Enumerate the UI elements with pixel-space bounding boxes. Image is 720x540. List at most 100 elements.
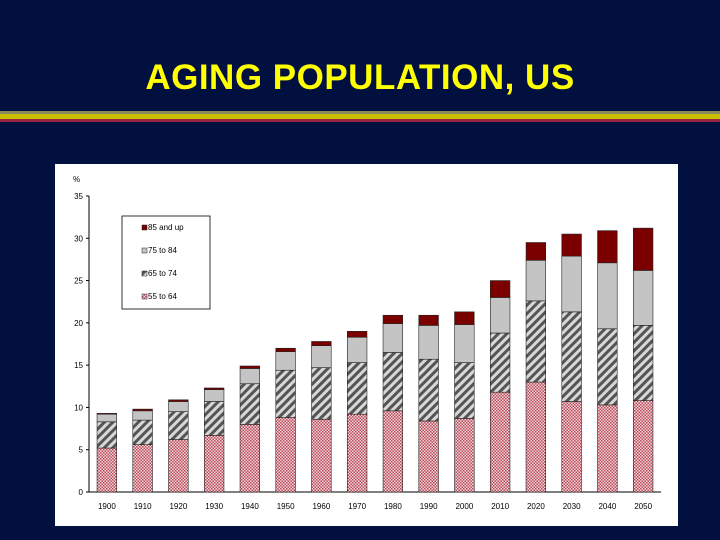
bar-segment-85-and-up <box>96 413 118 415</box>
y-tick-label: 30 <box>74 234 83 243</box>
bar-segment-55-to-64 <box>239 424 261 493</box>
bar-segment-55-to-64 <box>346 413 368 493</box>
bar-segment-75-to-84 <box>239 368 261 385</box>
legend-box <box>121 215 211 310</box>
x-tick-label: 1970 <box>348 502 366 511</box>
legend-swatch-85-and-up <box>141 224 148 231</box>
bar-segment-55-to-64 <box>418 420 439 493</box>
legend: 85 and up 75 to 84 65 to 74 55 to 64 <box>121 215 211 310</box>
x-tick-label: 1980 <box>384 502 402 511</box>
bar-segment-85-and-up <box>561 233 582 257</box>
bar-segment-55-to-64 <box>275 417 296 493</box>
bar-segment-85-and-up <box>168 399 189 402</box>
bar-segment-65-to-74 <box>311 367 332 420</box>
bar-segment-75-to-84 <box>632 270 654 326</box>
bar-segment-75-to-84 <box>489 297 511 334</box>
x-tick-label: 1920 <box>169 502 187 511</box>
bar-segment-55-to-64 <box>561 401 582 493</box>
x-tick-label: 1960 <box>312 502 330 511</box>
bar-segment-65-to-74 <box>132 419 153 445</box>
bar-segment-65-to-74 <box>239 383 261 425</box>
legend-swatch-65-to-74 <box>141 270 148 277</box>
x-tick-label: 1940 <box>241 502 259 511</box>
bar-segment-75-to-84 <box>311 345 332 368</box>
bar-segment-55-to-64 <box>132 444 153 493</box>
x-tick-label: 1900 <box>98 502 116 511</box>
bar-segment-75-to-84 <box>418 325 439 360</box>
x-tick-label: 1910 <box>134 502 152 511</box>
bar-segment-55-to-64 <box>489 391 511 493</box>
stacked-bar-chart: % 0 5 10 15 20 25 30 35 1900 1910 1920 1930 1940 1950 1… <box>73 175 661 511</box>
legend-swatch-75-to-84 <box>141 247 148 254</box>
bar-segment-55-to-64 <box>525 381 547 493</box>
title-underline-top <box>0 111 720 114</box>
bar-segment-75-to-84 <box>454 324 475 363</box>
bar-segment-85-and-up <box>418 314 439 326</box>
legend-label-55-to-64: 55 to 64 <box>148 292 177 301</box>
bar-segment-85-and-up <box>382 314 404 325</box>
x-tick-label: 1950 <box>277 502 295 511</box>
legend-label-65-to-74: 65 to 74 <box>148 269 177 278</box>
bar-segment-85-and-up <box>275 347 296 352</box>
bar-segment-65-to-74 <box>561 311 582 402</box>
bar-segment-75-to-84 <box>96 413 118 423</box>
bar-segment-55-to-64 <box>632 400 654 493</box>
bar-segment-65-to-74 <box>168 411 189 440</box>
bar-segment-85-and-up <box>311 341 332 346</box>
bar-segment-85-and-up <box>489 280 511 298</box>
bar-segment-65-to-74 <box>96 421 118 449</box>
bar-segment-65-to-74 <box>597 328 618 406</box>
x-tick-label: 2040 <box>598 502 616 511</box>
chart-panel: % 0 5 10 15 20 25 30 35 1900 1910 1920 1930 1940 1950 1… <box>55 164 678 526</box>
bar-segment-75-to-84 <box>382 323 404 353</box>
bar-segment-55-to-64 <box>597 404 618 493</box>
bar-segment-65-to-74 <box>382 352 404 412</box>
bar-segment-65-to-74 <box>489 332 511 393</box>
y-tick-label: 10 <box>74 403 83 412</box>
bar-segment-75-to-84 <box>275 351 296 371</box>
bar-segment-85-and-up <box>525 242 547 261</box>
title-underline-bottom <box>0 119 720 122</box>
bar-segment-85-and-up <box>632 227 654 271</box>
bar-segment-55-to-64 <box>168 439 189 493</box>
bar-segment-65-to-74 <box>418 358 439 422</box>
bar-segment-85-and-up <box>239 365 261 369</box>
bar-segment-85-and-up <box>454 311 475 325</box>
x-tick-label: 2030 <box>563 502 581 511</box>
bar-segment-65-to-74 <box>632 325 654 401</box>
y-axis-label: % <box>73 175 80 184</box>
y-tick-label: 5 <box>79 446 84 455</box>
bar-segment-65-to-74 <box>454 362 475 419</box>
bar-segment-75-to-84 <box>346 336 368 363</box>
y-tick-label: 20 <box>74 319 83 328</box>
bar-segment-65-to-74 <box>203 401 225 436</box>
slide-title: AGING POPULATION, US <box>145 58 575 97</box>
bar-segment-75-to-84 <box>168 401 189 412</box>
bar-segment-55-to-64 <box>96 447 118 493</box>
legend-swatch-55-to-64 <box>141 293 148 300</box>
x-tick-label: 2010 <box>491 502 509 511</box>
bar-segment-85-and-up <box>597 230 618 264</box>
bar-segment-55-to-64 <box>454 418 475 493</box>
x-tick-label: 2050 <box>634 502 652 511</box>
x-tick-label: 2020 <box>527 502 545 511</box>
y-tick-label: 35 <box>74 192 83 201</box>
bar-segment-75-to-84 <box>132 410 153 421</box>
bar-segment-75-to-84 <box>203 389 225 402</box>
bar-segment-75-to-84 <box>525 259 547 302</box>
y-tick-label: 0 <box>79 488 84 497</box>
bar-segment-85-and-up <box>346 331 368 338</box>
legend-label-75-to-84: 75 to 84 <box>148 246 177 255</box>
x-tick-label: 1930 <box>205 502 223 511</box>
title-underline-middle <box>0 114 720 119</box>
x-tick-label: 2000 <box>455 502 473 511</box>
bar-segment-85-and-up <box>132 408 153 412</box>
bar-segment-65-to-74 <box>275 369 296 418</box>
x-tick-label: 1990 <box>420 502 438 511</box>
bar-segment-65-to-74 <box>346 362 368 415</box>
y-tick-label: 25 <box>74 277 83 286</box>
bar-segment-85-and-up <box>203 387 225 390</box>
bar-segment-65-to-74 <box>525 300 547 383</box>
bar-segment-55-to-64 <box>311 418 332 493</box>
y-tick-label: 15 <box>74 361 83 370</box>
